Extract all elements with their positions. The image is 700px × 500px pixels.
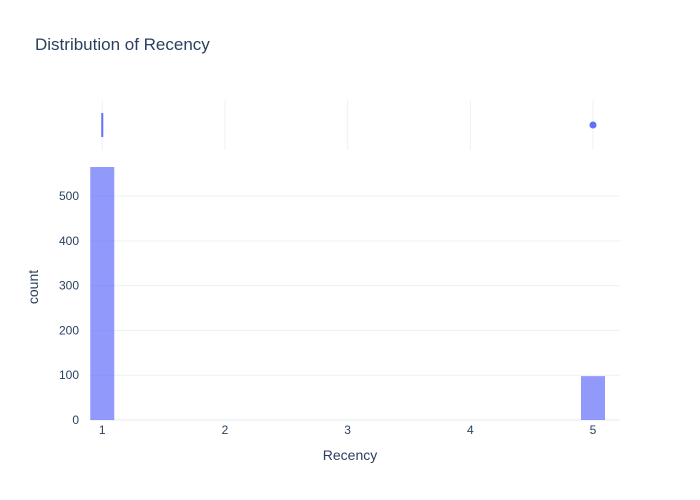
- x-axis-title: Recency: [323, 447, 377, 463]
- x-tick-label: 2: [222, 423, 229, 437]
- y-tick-label: 500: [59, 189, 79, 203]
- marginal-box-plot: [101, 113, 597, 137]
- box-outlier-point[interactable]: [589, 121, 597, 129]
- histogram-bar[interactable]: [581, 376, 606, 420]
- x-tick-label: 1: [99, 423, 106, 437]
- histogram-bar[interactable]: [90, 167, 115, 420]
- x-tick-label: 4: [467, 423, 474, 437]
- y-tick-label: 300: [59, 279, 79, 293]
- y-tick-label: 100: [59, 368, 79, 382]
- y-tick-label: 400: [59, 234, 79, 248]
- y-axis-title: count: [25, 270, 41, 304]
- histogram-bars: [90, 167, 606, 420]
- y-tick-labels: 0 100 200 300 400 500: [59, 189, 79, 427]
- y-tick-label: 0: [72, 413, 79, 427]
- chart-title: Distribution of Recency: [35, 35, 210, 54]
- x-tick-label: 5: [590, 423, 597, 437]
- x-tick-label: 3: [344, 423, 351, 437]
- x-tick-labels: 1 2 3 4 5: [99, 423, 597, 437]
- y-tick-label: 200: [59, 323, 79, 337]
- y-gridlines: [90, 195, 620, 376]
- marginal-gridlines: [101, 100, 594, 150]
